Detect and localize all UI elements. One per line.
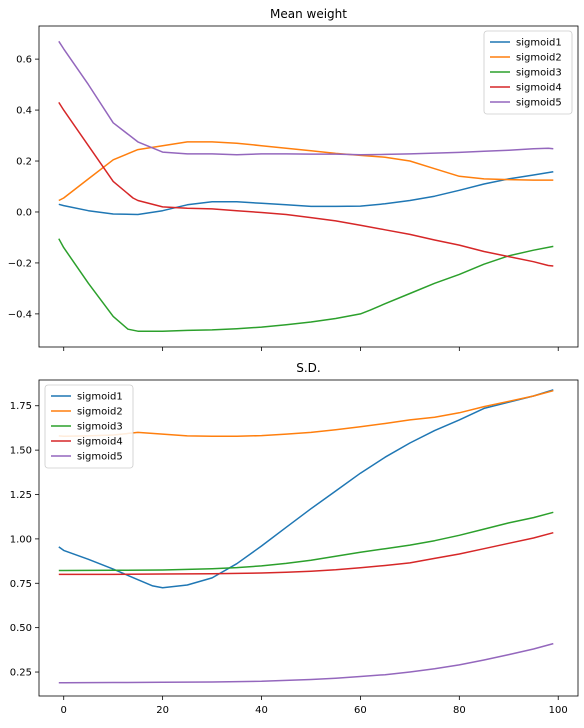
legend-label-sigmoid5: sigmoid5 [516,98,562,109]
series-line-sigmoid5 [58,40,554,156]
legend: sigmoid1 sigmoid2 sigmoid3 sigmoid4 sigmoid5 [44,384,134,469]
x-tick-label: 40 [255,705,268,716]
x-tick-label: 80 [453,705,466,716]
legend-label-sigmoid2: sigmoid2 [77,407,123,418]
y-tick-label: 0.2 [16,157,32,168]
series-line-sigmoid1 [58,389,554,589]
y-tick-label: 1.75 [10,401,32,412]
legend-label-sigmoid3: sigmoid3 [516,68,562,79]
legend: sigmoid1 sigmoid2 sigmoid3 sigmoid4 sigmoid5 [483,30,573,115]
legend-label-sigmoid4: sigmoid4 [77,437,123,448]
y-tick-label: 0.0 [16,207,32,218]
chart-title: Mean weight [270,7,347,21]
y-tick-label: 0.4 [16,106,32,117]
series-line-sigmoid2 [58,141,554,202]
series-line-sigmoid3 [58,238,554,332]
series-line-sigmoid4 [58,531,554,576]
chart-panel-2: S.D. 0.25 0.50 0.75 1.00 1.25 1.50 1.75 0 20 40 60 8… [10,361,579,716]
legend-label-sigmoid1: sigmoid1 [516,38,562,49]
chart-panel-1: Mean weight−0.4−0.20.00.20.40.6sigmoid1s… [8,7,579,351]
legend-label-sigmoid1: sigmoid1 [77,392,123,403]
y-tick-label: 0.6 [16,55,32,66]
axes-frame [38,25,579,348]
y-tick-label: −0.4 [8,309,32,320]
chart-title: S.D. [296,361,321,375]
y-tick-label: 0.75 [10,579,32,590]
legend-label-sigmoid5: sigmoid5 [77,452,123,463]
series-line-sigmoid3 [58,511,554,572]
y-tick-label: 1.50 [10,446,32,457]
legend-box [483,30,573,115]
y-tick-label: 1.25 [10,490,32,501]
axes-frame [38,379,579,697]
legend-label-sigmoid4: sigmoid4 [516,83,562,94]
x-tick-label: 0 [61,705,67,716]
legend-label-sigmoid2: sigmoid2 [516,53,562,64]
series-line-sigmoid1 [58,170,554,216]
x-tick-label: 100 [549,705,568,716]
series-line-sigmoid4 [58,101,554,267]
y-tick-label: 1.00 [10,534,32,545]
y-tick-label: −0.2 [8,258,32,269]
series-line-sigmoid5 [58,642,554,684]
legend-box [44,384,134,469]
y-tick-label: 0.50 [10,623,32,634]
x-tick-label: 20 [156,705,169,716]
y-tick-label: 0.25 [10,668,32,679]
x-tick-label: 60 [354,705,367,716]
legend-label-sigmoid3: sigmoid3 [77,422,123,433]
